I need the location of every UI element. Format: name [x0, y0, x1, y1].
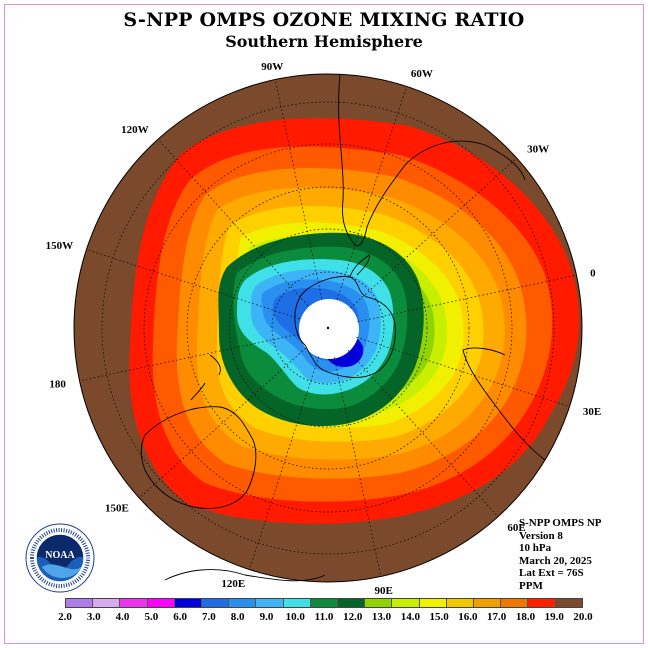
map-title: S-NPP OMPS OZONE MIXING RATIO: [123, 9, 525, 31]
info-date: March 20, 2025: [519, 554, 592, 567]
colorbar-swatch: [229, 599, 257, 607]
colorbar-tick-label: 2.0: [58, 611, 72, 623]
meridian-line: [347, 350, 499, 517]
colorbar-tick-label: 6.0: [173, 611, 187, 623]
colorbar-tick-label: 10.0: [285, 611, 305, 623]
longitude-label: 120W: [121, 124, 149, 136]
colorbar-tick-label: 19.0: [544, 611, 564, 623]
logo-text: NOAA: [45, 550, 75, 561]
colorbar-swatch: [66, 599, 94, 607]
ozone-contours: [74, 74, 582, 582]
colorbar-swatch: [120, 599, 148, 607]
meridian-line: [139, 347, 306, 499]
colorbar-tick-label: 16.0: [458, 611, 478, 623]
pole-point: [326, 326, 330, 330]
colorbar-tick-label: 15.0: [429, 611, 449, 623]
colorbar-swatch: [283, 599, 311, 607]
info-lat-extent: Lat Ext = 76S: [519, 567, 584, 579]
longitude-label: 0: [590, 267, 596, 279]
colorbar-tick-labels: 2.0 3.0 4.0 5.0 6.0 7.0 8.0 9.0 10.0 11.0 12.0 13.0…: [58, 611, 593, 625]
antarctic-peninsula-coast: [349, 254, 370, 278]
longitude-label: 30W: [527, 144, 549, 156]
colorbar-tick-label: 4.0: [115, 611, 130, 623]
colorbar-tick-label: 12.0: [343, 611, 363, 623]
longitude-label: 30E: [583, 406, 601, 418]
colorbar-tick-label: 5.0: [144, 611, 159, 623]
meridian-line: [336, 86, 407, 300]
colorbar-tick-label: 18.0: [515, 611, 536, 623]
colorbar-swatch: [474, 599, 502, 607]
antarctica-coast: [294, 276, 396, 378]
colorbar: [65, 598, 583, 608]
colorbar-tick-label: 8.0: [230, 611, 245, 623]
info-version: Version 8: [519, 529, 563, 542]
longitude-label: 90W: [261, 61, 283, 73]
longitude-labels: 90W 60W 30W 0 30E 60E 90E 120E 150E 180 150W 120W: [46, 61, 602, 597]
colorbar-swatch: [310, 599, 339, 607]
graticule: [79, 79, 577, 577]
colorbar-swatch: [147, 599, 175, 607]
colorbar-swatch: [256, 599, 284, 607]
meridian-line: [274, 79, 323, 299]
meridian-line: [356, 336, 570, 407]
colorbar-tick-label: 11.0: [314, 611, 334, 623]
info-units: PPM: [519, 579, 543, 592]
colorbar-tick-label: 13.0: [371, 611, 392, 623]
colorbar-tick-label: 20.0: [573, 611, 593, 623]
colorbar-swatch: [419, 599, 447, 607]
meridian-line: [79, 333, 299, 382]
colorbar-tick-label: 9.0: [259, 611, 274, 623]
noaa-logo: NOAA: [25, 523, 95, 593]
longitude-label: 60E: [507, 522, 525, 534]
polar-map: 90W 60W 30W 0 30E 60E 90E 120E 150E 180 150W 120W: [46, 61, 602, 597]
indonesia-coast: [164, 569, 326, 582]
map-boundary: [73, 73, 583, 583]
africa-coast: [462, 347, 546, 461]
longitude-label: 60W: [411, 68, 433, 80]
colorbar-swatch: [528, 599, 556, 607]
meridian-line: [157, 139, 309, 306]
longitude-label: 90E: [375, 585, 393, 597]
meridian-line: [350, 157, 517, 309]
colorbar-swatch: [93, 599, 121, 607]
colorbar-swatch: [202, 599, 230, 607]
meridian-line: [86, 249, 300, 320]
info-pressure-level: 10 hPa: [519, 542, 552, 554]
colorbar-swatch: [446, 599, 475, 607]
south-america-coast: [338, 74, 526, 247]
polar-data-gap: [299, 299, 359, 359]
info-instrument: S-NPP OMPS NP: [519, 517, 602, 529]
coastlines: [140, 74, 546, 582]
meridian-line: [249, 356, 320, 570]
colorbar-swatch: [365, 599, 393, 607]
colorbar-tick-label: 14.0: [400, 611, 420, 623]
longitude-label: 150E: [105, 502, 129, 514]
colorbar-tick-label: 3.0: [86, 611, 101, 623]
australia-coast: [140, 406, 257, 509]
longitude-label: 150W: [46, 240, 74, 252]
colorbar-tick-label: 17.0: [487, 611, 507, 623]
dataset-info: S-NPP OMPS NP Version 8 10 hPa March 20,…: [519, 517, 602, 592]
meridian-line: [357, 274, 577, 323]
colorbar-swatch: [338, 599, 366, 607]
colorbar-tick-label: 7.0: [202, 611, 216, 623]
new-zealand-coast: [190, 354, 221, 401]
colorbar-swatch: [501, 599, 529, 607]
longitude-label: 180: [49, 379, 66, 391]
map-figure: S-NPP OMPS OZONE MIXING RATIO Southern H…: [4, 4, 644, 644]
colorbar-swatch: [555, 599, 582, 607]
colorbar-swatch: [392, 599, 420, 607]
map-subtitle: Southern Hemisphere: [225, 32, 423, 51]
meridian-line: [333, 357, 382, 577]
colorbar-swatch: [174, 599, 203, 607]
longitude-label: 120E: [221, 578, 245, 590]
